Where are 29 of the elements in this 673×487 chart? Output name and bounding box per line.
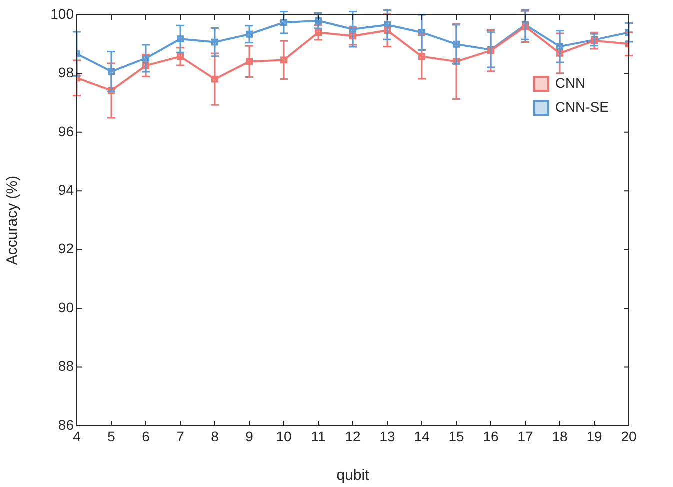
x-tick-label: 14 <box>414 428 430 444</box>
x-tick-label: 10 <box>276 428 292 444</box>
y-axis-title: Accuracy (%) <box>4 176 22 266</box>
x-tick-label: 5 <box>108 428 116 444</box>
x-tick-label: 8 <box>211 428 220 444</box>
legend-label: CNN <box>555 74 586 91</box>
legend-label: CNN-SE <box>555 98 610 115</box>
x-tick-label: 19 <box>586 428 602 444</box>
x-tick-label: 17 <box>518 428 534 444</box>
x-tick-label: 12 <box>345 428 361 444</box>
y-tick-label: 98 <box>58 64 74 81</box>
x-tick-label: 4 <box>73 428 82 444</box>
x-tick-label: 18 <box>552 428 568 444</box>
x-axis-title: qubit <box>336 467 370 484</box>
x-tick-label: 6 <box>142 428 150 444</box>
y-tick-label: 100 <box>50 6 74 22</box>
x-tick-label: 20 <box>621 428 637 444</box>
y-tick-label: 94 <box>58 182 74 198</box>
x-tick-label: 15 <box>448 428 464 444</box>
x-tick-label: 7 <box>176 428 185 444</box>
y-tick-label: 86 <box>58 416 74 433</box>
y-tick-label: 96 <box>58 123 74 140</box>
y-tick-label: 92 <box>58 240 74 257</box>
y-tick-label: 90 <box>58 299 74 316</box>
x-tick-label: 13 <box>380 428 396 444</box>
y-tick-label: 88 <box>58 358 74 374</box>
x-tick-label: 9 <box>246 428 254 444</box>
x-tick-label: 16 <box>483 428 499 444</box>
x-tick-label: 11 <box>311 428 326 444</box>
